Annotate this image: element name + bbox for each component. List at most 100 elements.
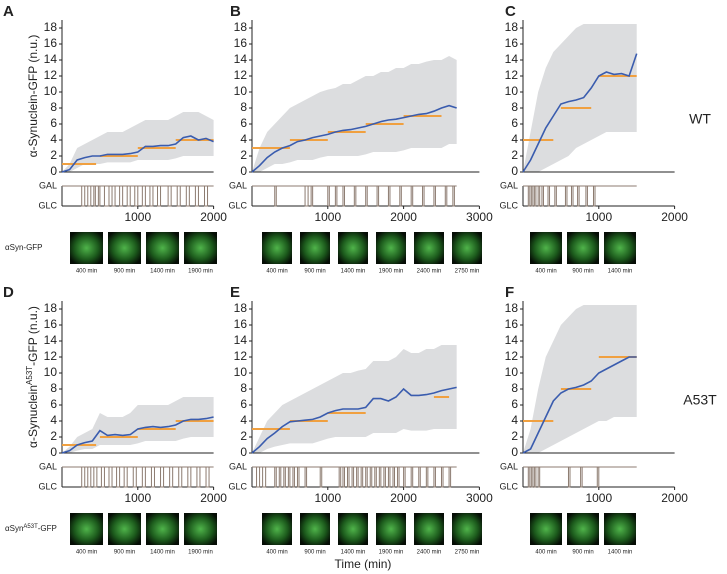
image-time-label: 400 min [535,550,556,556]
glc-pulse [527,467,531,488]
glc-pulse [319,467,323,488]
image-time-label: 1400 min [150,269,175,275]
glc-pulse [149,186,154,207]
switch-label: GAL [39,180,57,190]
x-tick-label: 1000 [585,491,612,505]
glc-pulse [378,467,382,488]
y-tick-label: 10 [234,365,248,379]
image-time-label: 2400 min [417,269,442,275]
image-time-label: 900 min [304,269,325,275]
y-tick-label: 2 [511,148,518,162]
micrograph [338,232,368,264]
y-tick-label: 10 [505,84,519,98]
y-tick-label: 2 [240,148,247,162]
panel-letter: A [3,3,14,20]
y-tick-label: 6 [511,397,518,411]
glc-pulse [347,467,350,488]
glc-pulse [596,467,600,488]
y-tick-label: 10 [44,84,58,98]
glc-pulse [141,467,146,488]
y-tick-label: 16 [234,317,248,331]
y-tick-label: 6 [240,397,247,411]
glc-pulse [126,186,131,207]
y-tick-label: 12 [44,68,58,82]
y-tick-label: 16 [44,36,58,50]
glc-pulse [262,467,267,488]
glc-pulse [585,186,588,207]
glc-pulse [111,186,116,207]
y-tick-label: 12 [505,349,519,363]
image-row-label: αSyn-GFP [5,243,43,252]
y-tick-label: 4 [50,132,57,146]
y-tick-label: 6 [240,116,247,130]
glc-pulse [81,186,86,207]
glc-pulse [304,467,308,488]
image-time-label: 2750 min [455,269,480,275]
x-tick-label: 1000 [314,491,341,505]
glc-pulse [169,467,174,488]
glc-pulse [310,186,314,207]
glc-pulse [196,467,201,488]
glc-pulse [141,186,146,207]
micrograph [70,232,103,264]
glc-pulse [160,467,165,488]
glc-pulse [274,186,277,207]
glc-pulse [383,467,386,488]
glc-pulse [327,186,330,207]
glc-pulse [296,467,300,488]
glc-pulse [97,186,101,207]
micrograph [108,513,141,545]
micrograph [414,513,444,545]
image-time-label: 400 min [535,269,556,275]
micrograph [530,513,562,545]
micrograph [452,232,482,264]
y-tick-label: 18 [505,20,519,34]
glc-pulse [530,186,534,207]
panel-letter: D [3,284,14,301]
x-tick-label: 1000 [585,210,612,224]
glc-pulse [365,467,368,488]
glc-pulse [108,467,113,488]
glc-pulse [399,186,402,207]
glc-pulse [93,186,96,207]
glc-pulse [425,467,429,488]
glc-pulse [167,186,172,207]
glc-pulse [527,186,531,207]
glc-pulse [93,467,98,488]
y-tick-label: 2 [50,429,57,443]
y-tick-label: 16 [44,317,58,331]
glc-pulse [81,467,86,488]
image-time-label: 1400 min [150,550,175,556]
confidence-band [252,56,457,172]
image-row-label: αSynA53T-GFP [5,524,57,534]
micrograph [452,513,482,545]
glc-pulse [533,467,537,488]
y-tick-label: 12 [505,68,519,82]
image-time-label: 2750 min [455,550,480,556]
y-tick-label: 14 [44,333,58,347]
glc-pulse [334,186,338,207]
glc-pulse [533,186,537,207]
glc-pulse [571,186,574,207]
glc-pulse [116,467,121,488]
glc-pulse [176,186,181,207]
switch-label: GAL [500,180,518,190]
switch-label: GAL [229,180,247,190]
y-tick-label: 0 [240,445,247,459]
switch-label: GLC [228,481,247,491]
micrograph [567,513,599,545]
y-tick-label: 4 [240,413,247,427]
glc-pulse [119,186,124,207]
y-tick-label: 2 [50,148,57,162]
y-tick-label: 0 [511,164,518,178]
micrograph [604,513,636,545]
image-time-label: 1900 min [379,269,404,275]
y-tick-label: 8 [240,100,247,114]
image-time-label: 900 min [304,550,325,556]
y-tick-label: 12 [234,68,248,82]
x-tick-label: 2000 [661,491,688,505]
glc-pulse [123,467,128,488]
y-tick-label: 18 [234,20,248,34]
glc-pulse [530,467,534,488]
y-tick-label: 16 [234,36,248,50]
